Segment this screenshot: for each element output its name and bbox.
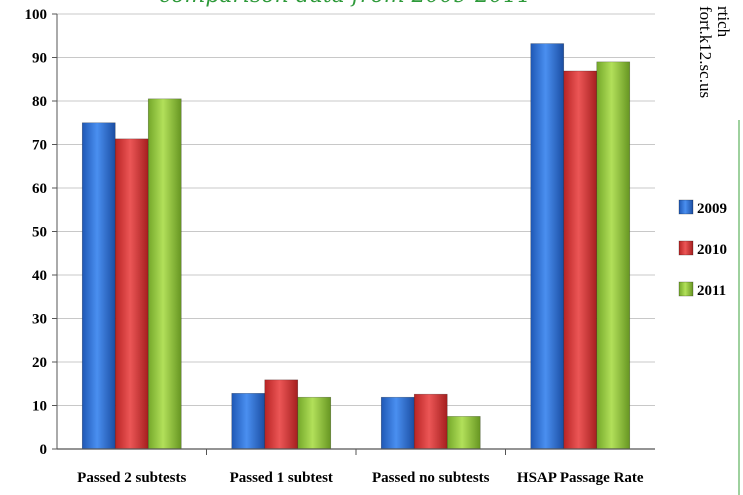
bar-2011 [446,416,481,450]
x-tick-label: Passed no subtests [372,470,490,486]
bar-2010 [114,138,149,450]
legend-label-2011: 2011 [697,283,726,299]
legend-swatch-2011 [678,281,694,297]
legend-swatch-2010 [678,240,694,256]
y-tick-label: 60 [32,181,47,197]
side-text-line1: rtich [714,6,733,38]
side-text-line2: fort.k12.sc.us [696,6,715,98]
y-tick-label: 20 [32,355,47,371]
legend: 2009 2010 2011 [678,199,727,299]
legend-label-2009: 2009 [697,201,727,217]
bar-2009 [81,122,116,450]
legend-swatch-2009 [678,199,694,215]
bar-2010 [563,70,598,450]
chart-title: comparison data from 2009-2011 [159,0,531,8]
x-tick-label: HSAP Passage Rate [517,470,644,486]
y-tick-label: 10 [32,399,47,415]
bar-2010 [264,379,299,450]
x-axis: Passed 2 subtests Passed 1 subtest Passed … [57,448,655,486]
y-tick-label: 80 [32,94,47,110]
y-tick-label: 30 [32,312,47,328]
x-tick-label: Passed 2 subtests [77,470,186,486]
bar-2009 [380,396,415,450]
bar-2009 [231,393,266,450]
y-tick-label: 70 [32,138,47,154]
bars [81,43,631,450]
bar-2011 [596,61,631,450]
y-tick-label: 100 [25,7,48,23]
bar-2011 [147,98,182,450]
y-tick-label: 0 [40,442,48,458]
y-axis: 0 10 20 30 40 50 60 70 80 90 100 [25,7,58,458]
bar-2009 [530,43,565,450]
x-tick-label: Passed 1 subtest [230,470,333,486]
y-tick-label: 40 [32,268,47,284]
y-tick-label: 90 [32,51,47,67]
legend-label-2010: 2010 [697,242,727,258]
bar-2010 [413,393,448,450]
bar-2011 [297,396,332,450]
y-tick-label: 50 [32,225,47,241]
